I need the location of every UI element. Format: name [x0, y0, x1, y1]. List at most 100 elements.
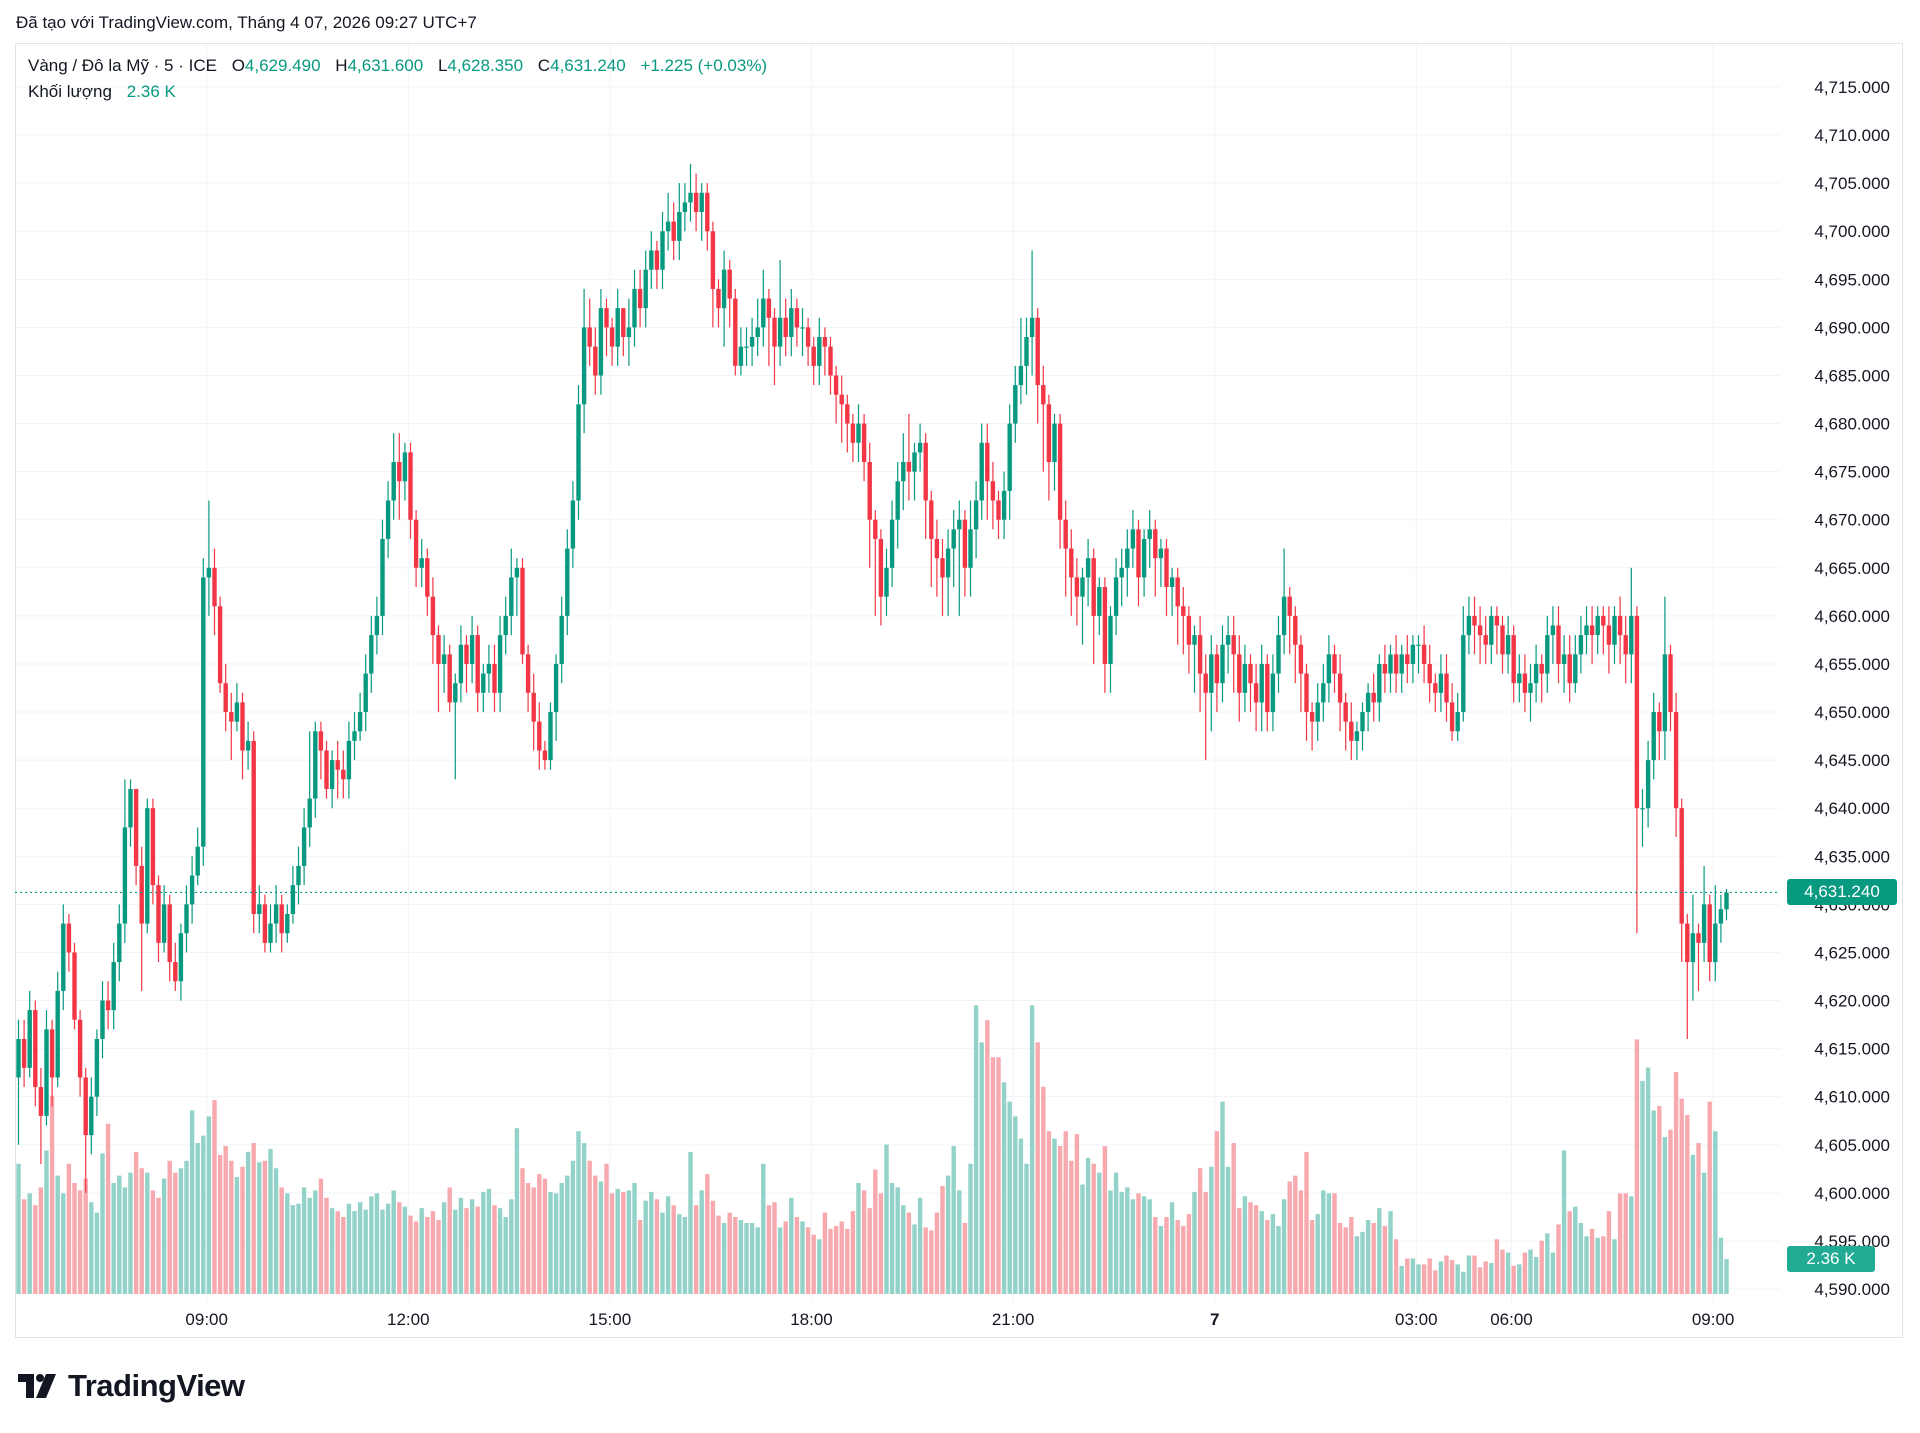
volume-bar: [1304, 1151, 1309, 1294]
time-axis: 09:00 12:00 15:00 18:00 21:00 7 03:00 06:00 09:0…: [185, 1310, 1734, 1329]
volume-bar: [800, 1221, 805, 1294]
price-tick-label: 4,605.000: [1814, 1136, 1890, 1155]
volume-bar: [436, 1220, 441, 1294]
volume-bar: [1718, 1237, 1724, 1294]
candle-body: [761, 298, 766, 328]
candle-body: [878, 538, 884, 597]
candle-body: [122, 827, 128, 924]
candle-body: [1052, 423, 1057, 463]
candle-body: [21, 1038, 27, 1068]
volume-bar: [509, 1199, 514, 1294]
volume-bar: [581, 1143, 587, 1294]
candle-body: [1309, 712, 1315, 722]
volume-bar: [537, 1174, 542, 1294]
time-tick-label: 09:00: [1692, 1310, 1735, 1329]
volume-bar: [945, 1175, 951, 1294]
candle-body: [195, 846, 200, 876]
candle-body: [229, 712, 234, 722]
candle-body: [1293, 615, 1298, 645]
volume-bar: [128, 1172, 133, 1294]
price-tick-label: 4,645.000: [1814, 751, 1890, 770]
volume-bar: [1007, 1101, 1012, 1294]
volume-bar: [833, 1225, 839, 1294]
volume-bar: [1377, 1208, 1382, 1294]
candle-body: [861, 423, 867, 463]
volume-bar: [66, 1163, 72, 1294]
price-tick-label: 4,635.000: [1814, 847, 1890, 866]
chart-caption: Đã tạo với TradingView.com, Tháng 4 07, …: [16, 13, 477, 32]
volume-bar: [1701, 1172, 1707, 1294]
volume-bar: [296, 1203, 301, 1294]
tradingview-logo[interactable]: TradingView: [18, 1368, 245, 1404]
volume-bar: [621, 1191, 626, 1294]
candle-body: [1248, 663, 1253, 684]
candle-body: [609, 327, 615, 347]
candle-body: [1074, 577, 1080, 597]
volume-bar: [217, 1154, 223, 1294]
candle-body: [643, 269, 648, 309]
candle-body: [150, 808, 156, 886]
candle-body: [161, 904, 167, 943]
volume-bar: [1528, 1249, 1533, 1294]
candle-body: [906, 462, 912, 472]
volume-bar: [1276, 1225, 1281, 1294]
volume-bar: [279, 1187, 284, 1294]
volume-bar: [637, 1220, 643, 1294]
candle-body: [514, 567, 520, 578]
volume-bar: [1696, 1143, 1701, 1294]
candle-body: [503, 615, 508, 636]
volume-bar: [49, 1095, 55, 1294]
price-tick-label: 4,690.000: [1814, 318, 1890, 337]
volume-legend: Khối lượng 2.36 K: [28, 82, 176, 102]
candle-body: [16, 1038, 21, 1078]
candle-body: [822, 337, 828, 347]
candle-body: [335, 760, 340, 770]
candle-body: [1533, 663, 1539, 684]
candle-body: [1141, 538, 1147, 578]
volume-bar: [1186, 1214, 1192, 1294]
volume-bar: [105, 1123, 111, 1294]
candle-body: [1108, 615, 1113, 664]
candle-body: [44, 1029, 49, 1116]
volume-bar: [598, 1181, 604, 1294]
candle-body: [979, 442, 984, 501]
volume-bar: [357, 1202, 363, 1294]
price-tick-label: 4,655.000: [1814, 655, 1890, 674]
candle-body: [710, 231, 716, 289]
candle-body: [1511, 635, 1516, 684]
volume-bar: [167, 1160, 172, 1294]
volume-bar: [1018, 1138, 1024, 1294]
volume-bar: [245, 1151, 251, 1294]
volume-bar: [973, 1005, 979, 1294]
candle-body: [212, 567, 217, 607]
volume-label[interactable]: Khối lượng: [28, 82, 112, 101]
volume-bar: [1533, 1257, 1539, 1294]
volume-bar: [951, 1146, 956, 1294]
candle-body: [525, 654, 531, 693]
volume-bar: [464, 1208, 469, 1294]
symbol-name[interactable]: Vàng / Đô la Mỹ · 5 · ICE: [28, 56, 217, 75]
volume-bar: [1169, 1202, 1175, 1294]
candle-body: [94, 1038, 100, 1097]
volume-bar: [934, 1212, 940, 1294]
time-tick-label: 7: [1210, 1310, 1219, 1329]
volume-bar: [1197, 1168, 1203, 1294]
candle-body: [677, 212, 682, 241]
volume-bar: [1595, 1237, 1600, 1294]
candle-body: [604, 308, 609, 328]
volume-bar: [1214, 1131, 1220, 1294]
volume-bar: [861, 1190, 867, 1294]
open-label: O: [231, 56, 245, 75]
volume-bar: [884, 1144, 889, 1294]
volume-bar: [749, 1222, 755, 1294]
candle-body: [957, 519, 962, 530]
candle-body: [430, 596, 436, 636]
volume-bar: [257, 1162, 262, 1294]
candle-body: [83, 1077, 88, 1136]
candle-body: [845, 404, 850, 424]
volume-bar: [1668, 1129, 1673, 1294]
volume-bar: [593, 1175, 598, 1294]
volume-bar: [1125, 1187, 1130, 1294]
candle-body: [318, 731, 324, 751]
